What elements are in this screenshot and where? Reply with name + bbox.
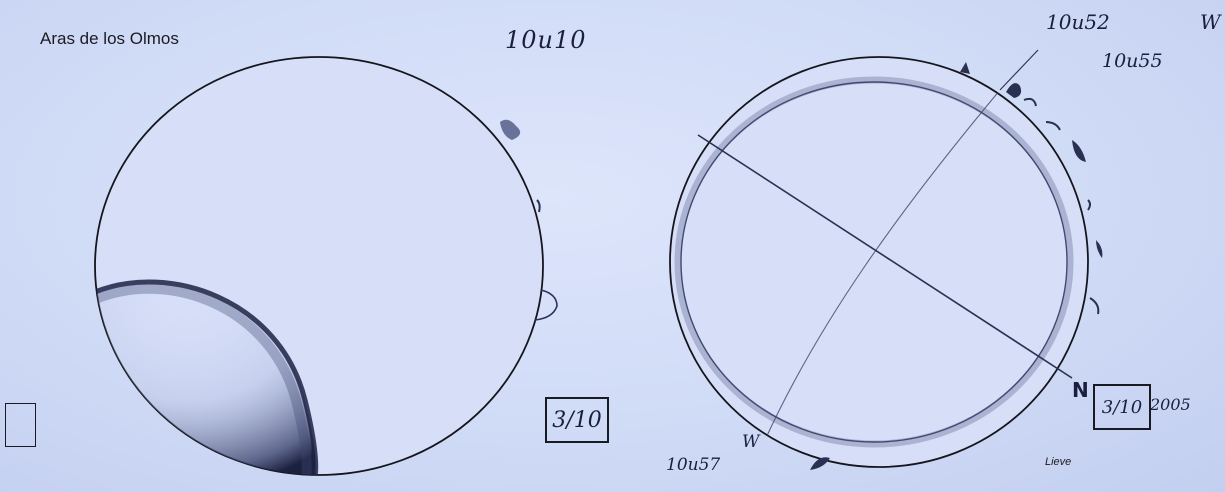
prominence-mark <box>1087 199 1091 211</box>
corner-box <box>5 403 36 447</box>
axis-line <box>697 134 1073 379</box>
year-label: 2005 <box>1150 395 1191 414</box>
direction-w-bottom: W <box>742 432 760 452</box>
right-date-text: 3/10 <box>1101 396 1143 418</box>
prominence-mark <box>534 289 558 321</box>
right-date-box: 3/10 <box>1093 384 1151 430</box>
direction-w-top: W <box>1200 10 1221 34</box>
prominence-mark <box>536 199 541 213</box>
right-time-right: 10u55 <box>1102 50 1163 72</box>
right-time-top: 10u52 <box>1046 10 1110 34</box>
prominence-mark <box>1072 140 1086 162</box>
right-solar-disk <box>669 49 1103 470</box>
prominence-mark <box>1023 97 1037 107</box>
right-time-bottom: 10u57 <box>666 455 721 475</box>
left-time-label: 10u10 <box>505 26 587 54</box>
signature: Lieve <box>1045 456 1072 468</box>
left-date-box: 3/10 <box>545 397 609 443</box>
prominence-mark <box>500 119 521 140</box>
prominence-mark <box>1089 297 1100 315</box>
axis-line <box>999 49 1039 91</box>
prominence-mark <box>1045 121 1061 131</box>
left-date-text: 3/10 <box>552 407 602 433</box>
location-title: Aras de los Olmos <box>40 29 179 48</box>
prominence-mark <box>1006 83 1022 98</box>
left-solar-disk <box>94 56 558 476</box>
prominence-mark <box>960 62 970 74</box>
prominence-mark <box>810 457 830 470</box>
prominence-mark <box>1096 240 1103 258</box>
direction-north: N <box>1072 378 1089 402</box>
